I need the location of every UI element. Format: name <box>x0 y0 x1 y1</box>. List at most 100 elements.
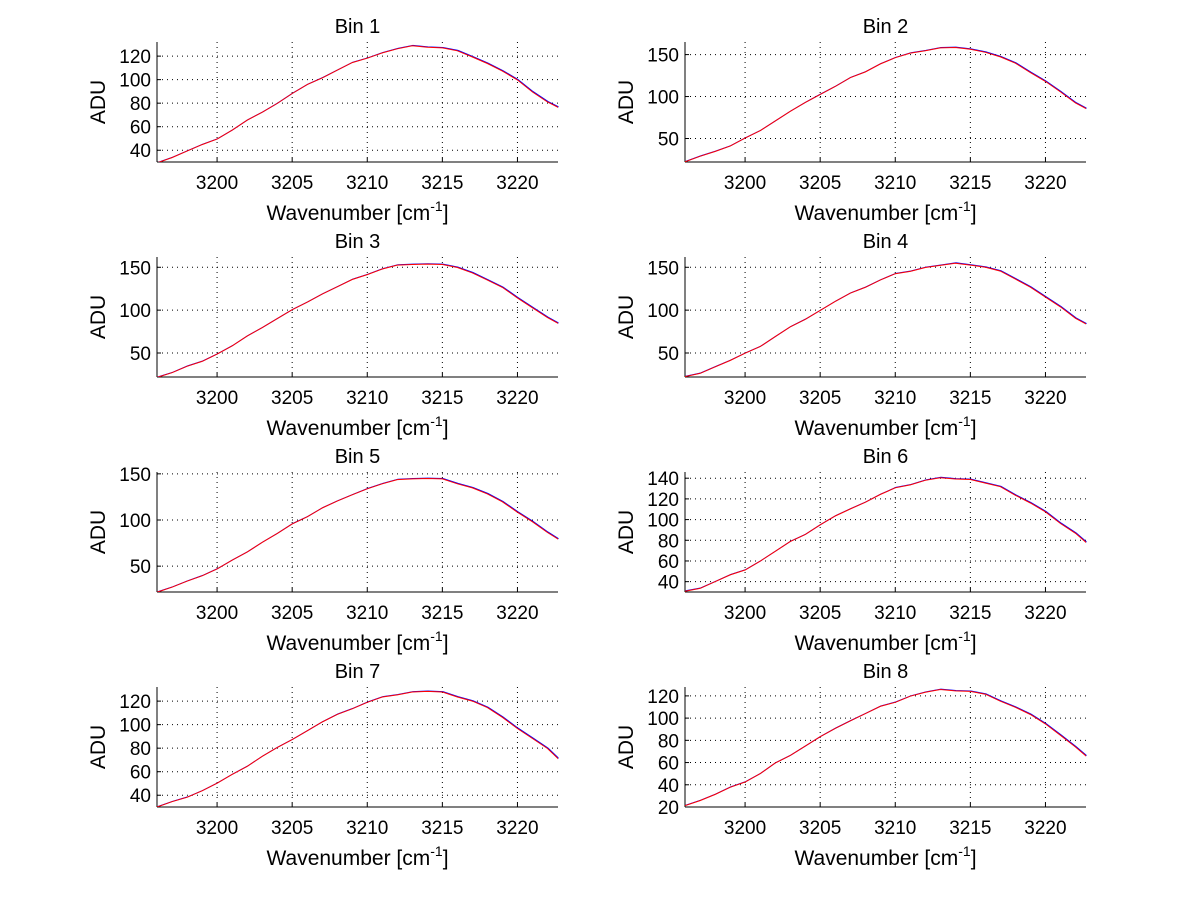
x-label-superscript: -1 <box>430 198 443 214</box>
y-tick-label: 60 <box>658 552 679 573</box>
subplot-2: 3200 3205 3210 3215 3220 50 100 150 Bin 2 ADU Wave… <box>615 16 1087 225</box>
y-tick-label: 120 <box>119 692 151 713</box>
x-label-main: Wavenumber [cm <box>794 847 958 870</box>
x-tick-label: 3210 <box>346 173 388 194</box>
y-tick-label: 80 <box>130 739 151 760</box>
plot-area <box>157 42 558 162</box>
series-line-red <box>157 690 558 807</box>
plot-area <box>685 257 1086 377</box>
series-line-red <box>685 688 1086 807</box>
x-label-superscript: -1 <box>958 198 971 214</box>
x-label-main: Wavenumber [cm <box>794 632 958 655</box>
series-line-red <box>157 263 558 377</box>
x-tick-label: 3215 <box>421 173 463 194</box>
x-label-main: Wavenumber [cm <box>266 417 430 440</box>
x-tick-label: 3220 <box>496 388 538 409</box>
y-tick-label: 100 <box>647 709 679 730</box>
y-tick-label: 140 <box>647 469 679 490</box>
x-tick-label: 3205 <box>799 603 841 624</box>
x-label-end: ] <box>443 847 449 870</box>
x-label-superscript: -1 <box>958 413 971 429</box>
series-line-red <box>685 46 1086 162</box>
x-label-superscript: -1 <box>430 628 443 644</box>
subplot-title: Bin 2 <box>863 16 909 38</box>
x-label-end: ] <box>443 632 449 655</box>
x-tick-label: 3205 <box>271 173 313 194</box>
subplot-title: Bin 1 <box>335 16 381 38</box>
x-tick-label: 3220 <box>1024 818 1066 839</box>
x-tick-label: 3220 <box>496 818 538 839</box>
x-label-superscript: -1 <box>958 628 971 644</box>
x-tick-label: 3215 <box>949 388 991 409</box>
y-tick-label: 60 <box>130 118 151 139</box>
y-tick-label: 150 <box>119 258 151 279</box>
x-label-end: ] <box>971 202 977 225</box>
y-tick-label: 120 <box>647 490 679 511</box>
subplot-title: Bin 3 <box>335 231 381 253</box>
x-tick-label: 3205 <box>271 818 313 839</box>
subplot-title: Bin 6 <box>863 446 909 468</box>
y-axis-label: ADU <box>87 80 110 124</box>
x-tick-label: 3215 <box>949 173 991 194</box>
y-tick-label: 150 <box>647 46 679 67</box>
y-tick-label: 50 <box>130 557 151 578</box>
x-tick-label: 3220 <box>1024 603 1066 624</box>
x-label-main: Wavenumber [cm <box>266 847 430 870</box>
x-tick-label: 3200 <box>196 603 238 624</box>
y-tick-label: 100 <box>119 511 151 532</box>
y-tick-label: 20 <box>658 798 679 819</box>
x-label-end: ] <box>971 417 977 440</box>
x-tick-label: 3205 <box>271 388 313 409</box>
x-tick-label: 3205 <box>799 173 841 194</box>
subplot-5: 3200 3205 3210 3215 3220 50 100 150 Bin 5 ADU Wave… <box>87 446 559 655</box>
x-axis-label: Wavenumber [cm-1] <box>266 843 448 870</box>
x-tick-label: 3220 <box>496 603 538 624</box>
x-axis-label: Wavenumber [cm-1] <box>266 628 448 655</box>
x-tick-label: 3215 <box>421 818 463 839</box>
x-axis-label: Wavenumber [cm-1] <box>794 843 976 870</box>
y-tick-label: 40 <box>658 776 679 797</box>
x-label-main: Wavenumber [cm <box>794 417 958 440</box>
x-tick-label: 3220 <box>1024 388 1066 409</box>
x-tick-label: 3210 <box>874 818 916 839</box>
y-tick-label: 50 <box>658 130 679 151</box>
subplot-3: 3200 3205 3210 3215 3220 50 100 150 Bin 3 ADU Wave… <box>87 231 559 440</box>
y-tick-label: 40 <box>658 573 679 594</box>
x-tick-label: 3200 <box>724 818 766 839</box>
series-line-red <box>157 477 558 592</box>
x-tick-label: 3205 <box>799 388 841 409</box>
y-axis-label: ADU <box>615 295 638 339</box>
x-label-superscript: -1 <box>958 843 971 859</box>
x-label-end: ] <box>971 632 977 655</box>
y-tick-label: 150 <box>647 258 679 279</box>
x-tick-label: 3200 <box>724 173 766 194</box>
series-line-red <box>685 262 1086 377</box>
y-tick-label: 100 <box>119 301 151 322</box>
y-tick-label: 100 <box>647 88 679 109</box>
x-tick-label: 3200 <box>724 388 766 409</box>
x-tick-label: 3215 <box>421 603 463 624</box>
y-tick-label: 60 <box>130 763 151 784</box>
x-tick-label: 3210 <box>874 173 916 194</box>
subplot-4: 3200 3205 3210 3215 3220 50 100 150 Bin 4 ADU Wave… <box>615 231 1087 440</box>
y-tick-label: 150 <box>119 465 151 486</box>
x-label-superscript: -1 <box>430 843 443 859</box>
y-tick-label: 100 <box>119 71 151 92</box>
y-axis-label: ADU <box>87 510 110 554</box>
x-axis-label: Wavenumber [cm-1] <box>794 628 976 655</box>
x-tick-label: 3210 <box>874 388 916 409</box>
x-tick-label: 3205 <box>799 818 841 839</box>
y-tick-label: 80 <box>658 531 679 552</box>
subplot-title: Bin 7 <box>335 661 381 683</box>
x-label-main: Wavenumber [cm <box>266 202 430 225</box>
y-axis-label: ADU <box>87 725 110 769</box>
x-axis-label: Wavenumber [cm-1] <box>794 198 976 225</box>
x-label-superscript: -1 <box>430 413 443 429</box>
y-tick-label: 40 <box>130 141 151 162</box>
x-tick-label: 3205 <box>271 603 313 624</box>
x-label-main: Wavenumber [cm <box>794 202 958 225</box>
